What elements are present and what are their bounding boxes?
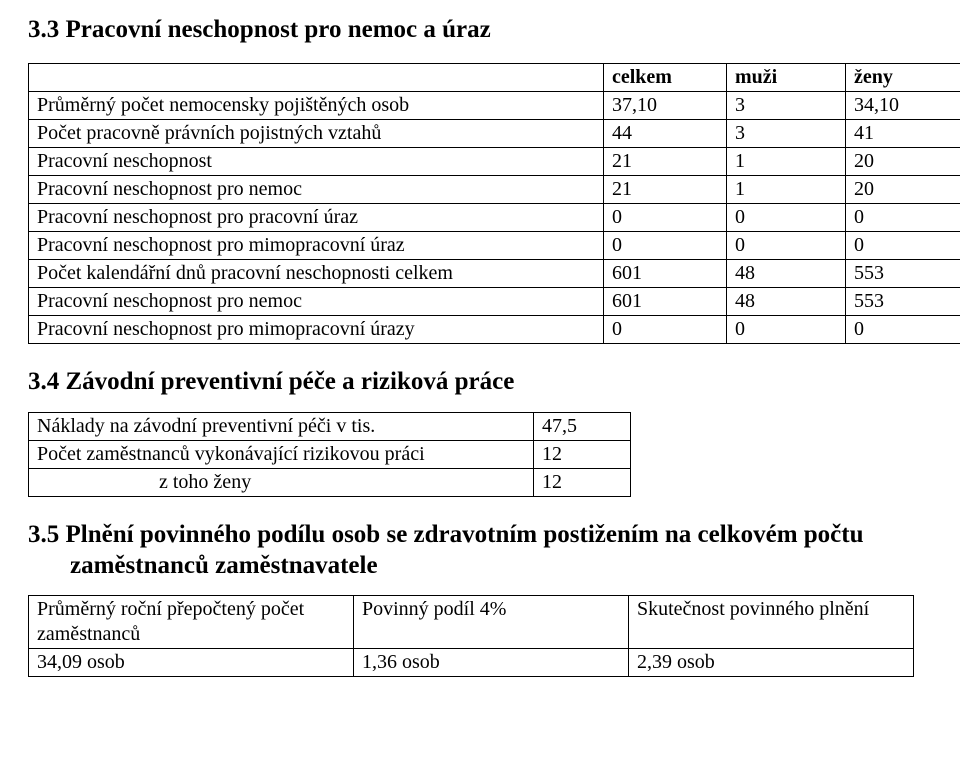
table-row: Počet kalendářní dnů pracovní neschopnos… <box>29 260 960 288</box>
table-3-3: celkem muži ženy Průměrný počet nemocens… <box>28 63 960 344</box>
row-label: Počet pracovně právních pojistných vztah… <box>29 120 604 148</box>
table-3-4: Náklady na závodní preventivní péči v ti… <box>28 412 631 497</box>
row-value: 12 <box>534 468 631 496</box>
row-label: Náklady na závodní preventivní péči v ti… <box>29 412 534 440</box>
row-zeny: 34,10 <box>846 92 960 120</box>
row-label: z toho ženy <box>29 468 534 496</box>
heading-3-4: 3.4 Závodní preventivní péče a riziková … <box>28 366 914 397</box>
header-col-3: Skutečnost povinného plnění <box>629 596 914 649</box>
row-zeny: 20 <box>846 148 960 176</box>
row-label: Pracovní neschopnost pro pracovní úraz <box>29 204 604 232</box>
row-label: Pracovní neschopnost pro mimopracovní úr… <box>29 316 604 344</box>
row-muzi: 0 <box>727 316 846 344</box>
row-label: Počet zaměstnanců vykonávající rizikovou… <box>29 440 534 468</box>
row-label: Počet kalendářní dnů pracovní neschopnos… <box>29 260 604 288</box>
row-zeny: 553 <box>846 288 960 316</box>
table-row: Pracovní neschopnost 21 1 20 <box>29 148 960 176</box>
row-col-2: 1,36 osob <box>354 649 629 677</box>
row-label: Pracovní neschopnost <box>29 148 604 176</box>
row-celkem: 601 <box>604 288 727 316</box>
row-value: 47,5 <box>534 412 631 440</box>
heading-3-3: 3.3 Pracovní neschopnost pro nemoc a úra… <box>28 14 914 45</box>
row-muzi: 0 <box>727 204 846 232</box>
table-row: Počet pracovně právních pojistných vztah… <box>29 120 960 148</box>
table-row: z toho ženy 12 <box>29 468 631 496</box>
row-celkem: 0 <box>604 204 727 232</box>
table-header-row: Průměrný roční přepočtený počet zaměstna… <box>29 596 914 649</box>
row-zeny: 0 <box>846 204 960 232</box>
table-row: Pracovní neschopnost pro pracovní úraz 0… <box>29 204 960 232</box>
row-label: Pracovní neschopnost pro nemoc <box>29 288 604 316</box>
row-muzi: 3 <box>727 92 846 120</box>
row-zeny: 553 <box>846 260 960 288</box>
header-muzi: muži <box>727 64 846 92</box>
row-celkem: 0 <box>604 316 727 344</box>
table-row: Pracovní neschopnost pro nemoc 21 1 20 <box>29 176 960 204</box>
table-row: Pracovní neschopnost pro nemoc 601 48 55… <box>29 288 960 316</box>
table-row: Náklady na závodní preventivní péči v ti… <box>29 412 631 440</box>
header-empty <box>29 64 604 92</box>
row-col-1: 34,09 osob <box>29 649 354 677</box>
row-muzi: 1 <box>727 148 846 176</box>
table-row: Průměrný počet nemocensky pojištěných os… <box>29 92 960 120</box>
row-zeny: 20 <box>846 176 960 204</box>
row-zeny: 41 <box>846 120 960 148</box>
row-celkem: 601 <box>604 260 727 288</box>
table-row: Pracovní neschopnost pro mimopracovní úr… <box>29 232 960 260</box>
row-muzi: 48 <box>727 260 846 288</box>
row-label: Pracovní neschopnost pro mimopracovní úr… <box>29 232 604 260</box>
row-col-3: 2,39 osob <box>629 649 914 677</box>
row-muzi: 48 <box>727 288 846 316</box>
row-label: Průměrný počet nemocensky pojištěných os… <box>29 92 604 120</box>
row-celkem: 37,10 <box>604 92 727 120</box>
heading-3-5: 3.5 Plnění povinného podílu osob se zdra… <box>28 519 914 582</box>
row-muzi: 3 <box>727 120 846 148</box>
row-muzi: 0 <box>727 232 846 260</box>
row-celkem: 0 <box>604 232 727 260</box>
table-header-row: celkem muži ženy <box>29 64 960 92</box>
row-celkem: 21 <box>604 148 727 176</box>
table-row: Počet zaměstnanců vykonávající rizikovou… <box>29 440 631 468</box>
header-col-2: Povinný podíl 4% <box>354 596 629 649</box>
row-value: 12 <box>534 440 631 468</box>
table-row: 34,09 osob 1,36 osob 2,39 osob <box>29 649 914 677</box>
row-celkem: 21 <box>604 176 727 204</box>
row-zeny: 0 <box>846 316 960 344</box>
row-celkem: 44 <box>604 120 727 148</box>
row-zeny: 0 <box>846 232 960 260</box>
row-muzi: 1 <box>727 176 846 204</box>
header-col-1: Průměrný roční přepočtený počet zaměstna… <box>29 596 354 649</box>
row-label: Pracovní neschopnost pro nemoc <box>29 176 604 204</box>
header-zeny: ženy <box>846 64 960 92</box>
header-celkem: celkem <box>604 64 727 92</box>
table-3-5: Průměrný roční přepočtený počet zaměstna… <box>28 595 914 677</box>
table-row: Pracovní neschopnost pro mimopracovní úr… <box>29 316 960 344</box>
